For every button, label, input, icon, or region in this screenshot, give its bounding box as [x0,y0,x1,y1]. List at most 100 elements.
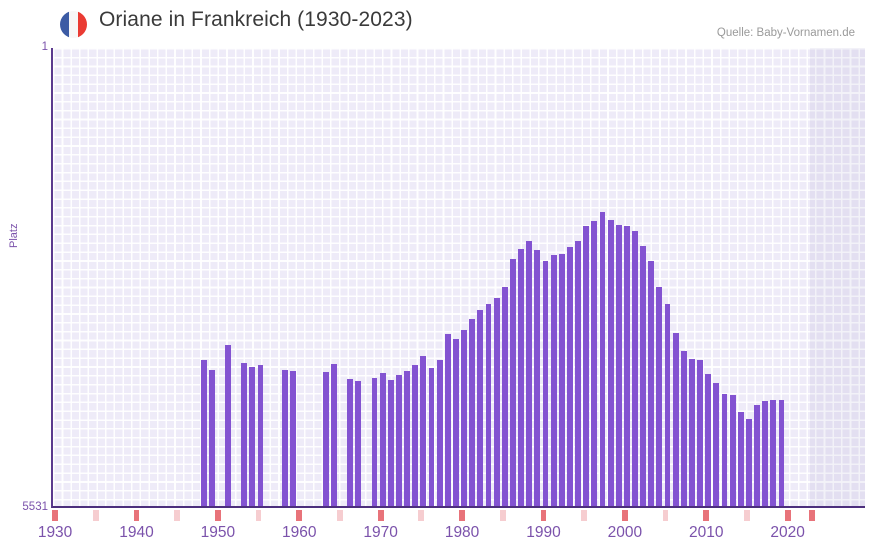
x-axis-tick-major [52,510,58,521]
x-axis-tick-major [377,510,384,521]
bar[interactable] [444,333,451,506]
bar[interactable] [379,372,386,506]
x-axis-tick-label: 1990 [526,524,561,541]
flag-stripe-red [77,11,87,38]
bar[interactable] [729,395,736,506]
bar[interactable] [526,241,533,506]
x-axis-tick-major [459,510,465,521]
x-axis-tick-major [784,510,791,521]
bar[interactable] [241,362,248,506]
x-axis-tick-major [621,510,628,521]
bar[interactable] [452,338,459,506]
x-axis-tick-label: 2010 [689,524,724,541]
bar[interactable] [737,411,744,506]
bar[interactable] [689,358,695,506]
x-axis-tick-label: 1970 [363,524,398,541]
bar[interactable] [469,318,476,506]
bar[interactable] [754,405,761,506]
bar[interactable] [200,359,207,506]
x-axis-tick-minor [92,510,99,521]
bar[interactable] [347,378,354,506]
x-axis-tick-major [703,510,710,521]
bar[interactable] [387,380,394,506]
x-axis: 1930 1940 1950 1960 1970 1980 1990 2000 2010 2020 [38,510,865,552]
bar[interactable] [371,377,378,506]
bar[interactable] [583,226,590,506]
x-axis-tick-label: 1980 [444,524,480,541]
bar[interactable] [575,240,581,506]
y-axis-title: Platz [8,223,20,248]
bar[interactable] [623,225,630,506]
bar[interactable] [249,367,256,506]
x-axis-tick-minor [581,510,588,521]
bar[interactable] [762,401,769,506]
x-axis-tick-minor [337,510,343,521]
bar[interactable] [542,260,549,506]
bar[interactable] [591,220,598,506]
bar[interactable] [509,258,516,506]
x-axis-tick-label: 1930 [37,524,73,541]
flag-stripe-white [68,11,78,38]
bar[interactable] [501,287,508,506]
bar[interactable] [664,303,671,506]
bar[interactable] [558,253,565,506]
x-axis-tick-major [133,510,140,521]
x-axis-tick-label: 2020 [770,524,805,541]
bar[interactable] [632,231,638,506]
x-axis-tick-minor [744,510,750,521]
bar[interactable] [534,249,541,506]
bar[interactable] [705,373,712,506]
x-axis-tick-label: 1940 [119,524,154,541]
bar[interactable] [436,360,443,506]
bar[interactable] [282,370,288,506]
bar[interactable] [404,371,411,506]
bar[interactable] [412,364,419,506]
france-flag-circle-icon [60,11,87,38]
bar[interactable] [648,260,655,506]
bar[interactable] [485,303,492,506]
x-axis-tick-minor [174,510,181,521]
bar[interactable] [257,364,264,506]
x-axis-tick-minor [418,510,425,521]
bar[interactable] [461,330,467,506]
bar[interactable] [477,310,484,506]
bar[interactable] [746,418,752,506]
bar[interactable] [396,375,402,506]
bar[interactable] [355,381,362,506]
bar[interactable] [550,254,557,506]
bar[interactable] [615,224,622,506]
x-axis-tick-label: 2000 [607,524,643,541]
bar[interactable] [290,371,297,506]
bar[interactable] [721,393,728,506]
x-axis-tick-major [809,510,816,521]
bar[interactable] [330,363,337,506]
bar[interactable] [697,360,704,506]
bar[interactable] [778,400,785,506]
bar[interactable] [599,212,606,506]
bar[interactable] [493,297,500,506]
bar[interactable] [428,367,435,506]
bar[interactable] [607,219,614,506]
plot-area [51,48,865,508]
bar[interactable] [640,245,647,506]
y-axis-tick-bottom: 5531 [22,501,48,513]
x-axis-tick-major [214,510,221,521]
bar[interactable] [322,372,329,506]
x-axis-tick-label: 1950 [200,524,236,541]
x-axis-tick-major [540,510,547,521]
chart-title: Oriane in Frankreich (1930-2023) [99,8,413,31]
bar[interactable] [208,369,215,506]
bar[interactable] [672,332,679,506]
bar[interactable] [566,247,573,506]
bar[interactable] [680,351,687,506]
chart-header: Oriane in Frankreich (1930-2023) Quelle:… [0,0,873,48]
bar[interactable] [225,345,231,506]
x-axis-tick-label: 1960 [282,524,317,541]
bar[interactable] [713,382,720,506]
bar[interactable] [518,248,524,506]
x-axis-tick-minor [255,510,262,521]
bar[interactable] [656,287,663,506]
bar[interactable] [420,356,427,506]
bar[interactable] [770,400,777,506]
